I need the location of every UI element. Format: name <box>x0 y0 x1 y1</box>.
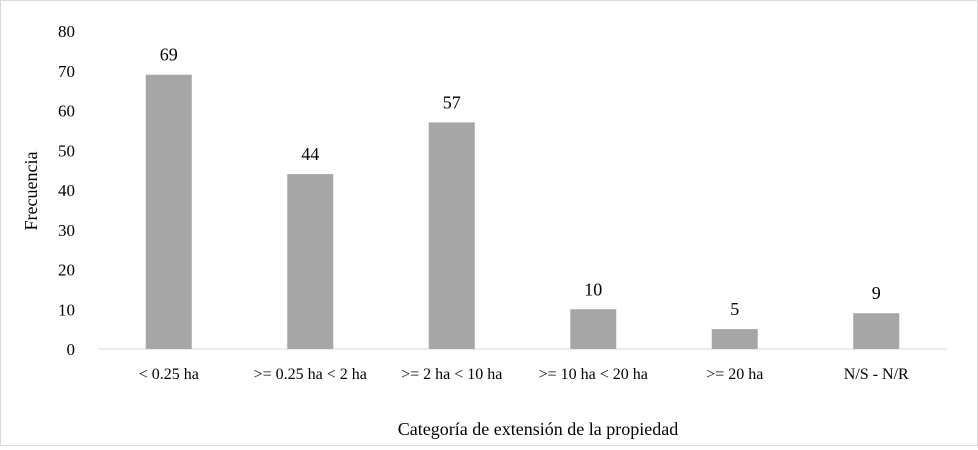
y-tick-label: 70 <box>58 62 75 81</box>
y-tick-label: 50 <box>58 141 75 160</box>
data-label: 44 <box>301 144 319 164</box>
category-label: >= 2 ha < 10 ha <box>401 366 502 383</box>
category-label: >= 20 ha <box>706 366 763 383</box>
bar <box>145 74 192 349</box>
bar <box>570 309 617 349</box>
data-label: 9 <box>872 283 881 303</box>
y-axis-ticks: 0 10 20 30 40 50 60 70 80 <box>58 22 75 359</box>
y-tick-label: 20 <box>58 261 75 280</box>
category-label: < 0.25 ha <box>139 366 199 383</box>
data-label: 10 <box>584 279 602 299</box>
bar <box>711 329 758 349</box>
y-tick-label: 10 <box>58 300 75 319</box>
y-tick-label: 80 <box>58 22 75 41</box>
category-label: N/S - N/R <box>844 366 909 383</box>
y-tick-label: 0 <box>67 340 76 359</box>
data-labels: 69 44 57 10 5 9 <box>160 45 881 319</box>
y-axis-title: Frecuencia <box>21 152 41 231</box>
bars <box>145 74 900 349</box>
bar <box>853 313 900 349</box>
x-axis-title: Categoría de extensión de la propiedad <box>398 419 678 439</box>
y-tick-label: 30 <box>58 221 75 240</box>
data-label: 57 <box>443 92 461 112</box>
y-tick-label: 60 <box>58 102 75 121</box>
data-label: 5 <box>730 299 739 319</box>
bar <box>428 122 475 349</box>
category-label: >= 10 ha < 20 ha <box>539 366 648 383</box>
category-label: >= 0.25 ha < 2 ha <box>254 366 367 383</box>
bar <box>287 174 334 349</box>
y-tick-label: 40 <box>58 181 75 200</box>
x-axis-categories: < 0.25 ha >= 0.25 ha < 2 ha >= 2 ha < 10 h… <box>139 366 909 383</box>
data-label: 69 <box>160 45 178 65</box>
